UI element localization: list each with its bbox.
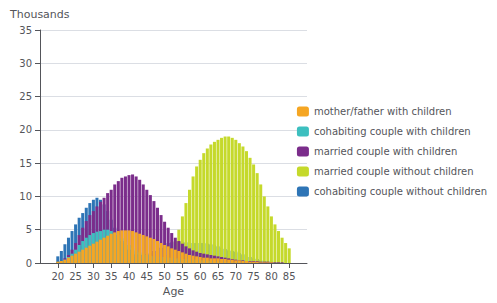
svg-text:married couple without childre: married couple without children [314, 166, 474, 177]
svg-text:Age: Age [163, 285, 185, 298]
svg-text:30: 30 [87, 271, 100, 282]
svg-text:10: 10 [19, 191, 32, 202]
svg-text:40: 40 [123, 271, 136, 282]
svg-text:80: 80 [265, 271, 278, 282]
svg-text:35: 35 [19, 25, 32, 36]
svg-text:cohabiting couple with childre: cohabiting couple with children [314, 126, 471, 137]
svg-text:5: 5 [26, 224, 32, 235]
svg-text:60: 60 [194, 271, 207, 282]
svg-text:75: 75 [247, 271, 260, 282]
svg-text:70: 70 [229, 271, 242, 282]
svg-text:Thousands: Thousands [9, 8, 70, 21]
svg-text:45: 45 [140, 271, 153, 282]
svg-text:30: 30 [19, 58, 32, 69]
svg-text:married couple with children: married couple with children [314, 146, 457, 157]
svg-text:85: 85 [283, 271, 296, 282]
svg-text:35: 35 [105, 271, 118, 282]
svg-text:20: 20 [51, 271, 64, 282]
svg-text:15: 15 [19, 158, 32, 169]
svg-text:50: 50 [158, 271, 171, 282]
svg-text:65: 65 [212, 271, 225, 282]
svg-text:cohabiting couple without chil: cohabiting couple without children [314, 186, 487, 197]
svg-text:55: 55 [176, 271, 189, 282]
svg-text:0: 0 [26, 258, 32, 269]
svg-text:25: 25 [69, 271, 82, 282]
svg-text:mother/father with children: mother/father with children [314, 106, 452, 117]
svg-text:25: 25 [19, 91, 32, 102]
svg-text:20: 20 [19, 124, 32, 135]
